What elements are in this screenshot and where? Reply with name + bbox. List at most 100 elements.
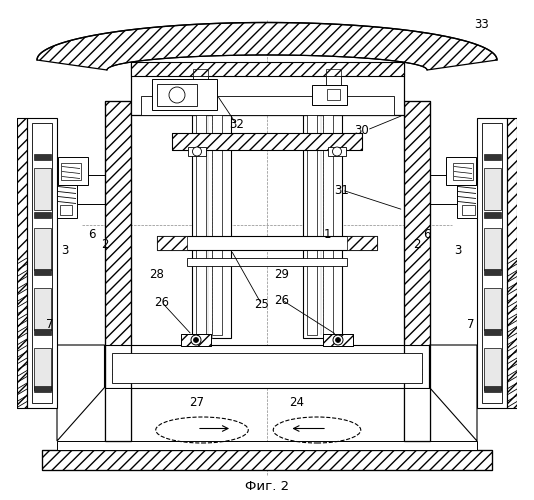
- Bar: [483, 168, 500, 210]
- Bar: [34, 168, 51, 210]
- Bar: [34, 386, 51, 392]
- Bar: [34, 269, 51, 275]
- Polygon shape: [105, 388, 130, 441]
- Text: 32: 32: [230, 118, 245, 132]
- Bar: [323, 334, 353, 346]
- Bar: [483, 329, 500, 335]
- Polygon shape: [37, 22, 497, 70]
- Text: 33: 33: [475, 18, 489, 32]
- Bar: [112, 352, 422, 382]
- Bar: [483, 212, 500, 218]
- Bar: [193, 76, 208, 96]
- Bar: [58, 158, 88, 185]
- Bar: [483, 288, 500, 330]
- Text: 1: 1: [323, 228, 331, 241]
- Bar: [105, 345, 429, 388]
- Text: 2: 2: [101, 238, 108, 252]
- Bar: [59, 205, 72, 215]
- Bar: [61, 162, 81, 180]
- Text: 2: 2: [413, 238, 421, 252]
- Bar: [187, 258, 347, 266]
- Bar: [507, 118, 517, 408]
- Bar: [312, 85, 347, 105]
- Bar: [57, 441, 477, 450]
- Bar: [157, 84, 197, 106]
- Polygon shape: [429, 345, 477, 441]
- Bar: [17, 118, 27, 408]
- Bar: [34, 228, 51, 270]
- Polygon shape: [404, 388, 429, 441]
- Bar: [212, 97, 222, 335]
- Text: 27: 27: [190, 396, 205, 409]
- Bar: [483, 154, 500, 160]
- Bar: [347, 236, 377, 250]
- Bar: [482, 122, 502, 402]
- Circle shape: [333, 147, 342, 156]
- Circle shape: [192, 147, 201, 156]
- Bar: [404, 101, 429, 441]
- Bar: [326, 68, 341, 76]
- Bar: [323, 97, 333, 335]
- Bar: [323, 334, 353, 346]
- Bar: [27, 118, 57, 408]
- Bar: [483, 386, 500, 392]
- Circle shape: [193, 338, 199, 342]
- Text: 26: 26: [274, 294, 289, 306]
- Bar: [193, 68, 208, 76]
- Circle shape: [191, 335, 201, 345]
- Bar: [42, 450, 492, 470]
- Bar: [483, 348, 500, 390]
- Text: 25: 25: [255, 298, 270, 312]
- Text: 6: 6: [88, 228, 96, 241]
- Bar: [105, 101, 130, 441]
- Text: 6: 6: [423, 228, 431, 241]
- Bar: [181, 334, 211, 346]
- Bar: [130, 62, 404, 76]
- Bar: [157, 236, 187, 250]
- Bar: [181, 334, 211, 346]
- Bar: [172, 132, 362, 150]
- Bar: [326, 76, 341, 96]
- Bar: [328, 147, 346, 156]
- Bar: [57, 185, 77, 218]
- Text: 28: 28: [150, 268, 164, 281]
- Bar: [172, 132, 362, 150]
- Text: 26: 26: [154, 296, 169, 309]
- Bar: [105, 101, 130, 441]
- Bar: [307, 97, 317, 335]
- Bar: [140, 96, 394, 115]
- Text: 31: 31: [335, 184, 349, 196]
- Bar: [192, 96, 231, 338]
- Bar: [42, 450, 492, 470]
- Bar: [17, 118, 27, 408]
- Bar: [34, 329, 51, 335]
- Bar: [453, 162, 473, 180]
- Text: 29: 29: [274, 268, 289, 281]
- Circle shape: [333, 335, 343, 345]
- Text: 24: 24: [289, 396, 304, 409]
- Bar: [188, 147, 206, 156]
- Text: 30: 30: [355, 124, 370, 136]
- Bar: [34, 288, 51, 330]
- Bar: [34, 154, 51, 160]
- Bar: [404, 101, 429, 441]
- Circle shape: [169, 87, 185, 103]
- Bar: [446, 158, 476, 185]
- Text: 7: 7: [467, 318, 475, 332]
- Text: 3: 3: [61, 244, 68, 256]
- Text: Фиг. 2: Фиг. 2: [245, 480, 289, 492]
- Bar: [130, 62, 404, 115]
- Bar: [34, 212, 51, 218]
- Bar: [34, 348, 51, 390]
- Bar: [130, 62, 404, 76]
- Bar: [457, 185, 477, 218]
- Circle shape: [335, 338, 341, 342]
- Bar: [196, 97, 206, 335]
- Bar: [32, 122, 52, 402]
- Bar: [152, 79, 217, 110]
- Polygon shape: [57, 345, 105, 441]
- Bar: [157, 236, 377, 250]
- Bar: [477, 118, 507, 408]
- Bar: [483, 228, 500, 270]
- Text: 7: 7: [46, 318, 53, 332]
